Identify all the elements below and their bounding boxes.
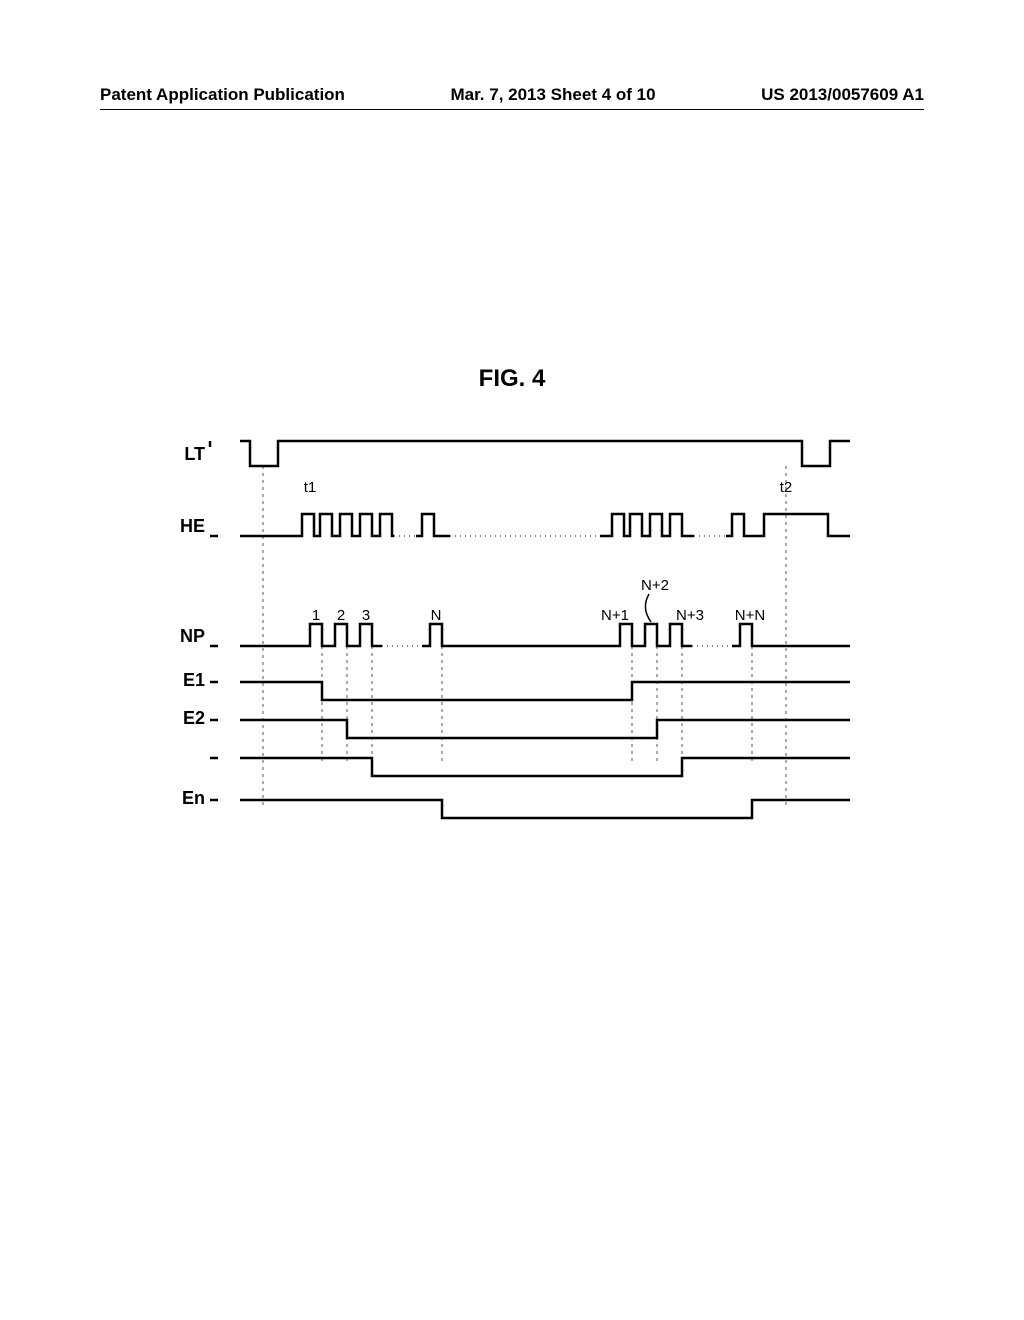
svg-text:t2: t2 — [780, 479, 793, 496]
svg-text:t1: t1 — [304, 479, 317, 496]
svg-text:N+3: N+3 — [676, 607, 704, 624]
timing-diagram: LT HE NP E1 E2 En t1 t2 123 N N+1 N+2 N+3 N+N — [150, 430, 890, 860]
header-center: Mar. 7, 2013 Sheet 4 of 10 — [451, 85, 656, 105]
figure-title: FIG. 4 — [479, 365, 546, 393]
svg-text:N: N — [431, 607, 442, 624]
header-right: US 2013/0057609 A1 — [761, 85, 924, 105]
svg-text:N+N: N+N — [735, 607, 765, 624]
svg-text:1: 1 — [312, 607, 320, 624]
svg-text:NP: NP — [180, 626, 205, 646]
svg-text:N+1: N+1 — [601, 607, 629, 624]
svg-text:En: En — [182, 788, 205, 808]
page: Patent Application Publication Mar. 7, 2… — [0, 0, 1024, 1320]
svg-text:E1: E1 — [183, 670, 205, 690]
svg-text:E2: E2 — [183, 708, 205, 728]
svg-text:N+2: N+2 — [641, 577, 669, 594]
header-left: Patent Application Publication — [100, 85, 345, 105]
svg-text:2: 2 — [337, 607, 345, 624]
svg-text:LT: LT — [184, 444, 205, 464]
svg-text:HE: HE — [180, 516, 205, 536]
svg-text:3: 3 — [362, 607, 370, 624]
patent-header: Patent Application Publication Mar. 7, 2… — [100, 85, 924, 110]
